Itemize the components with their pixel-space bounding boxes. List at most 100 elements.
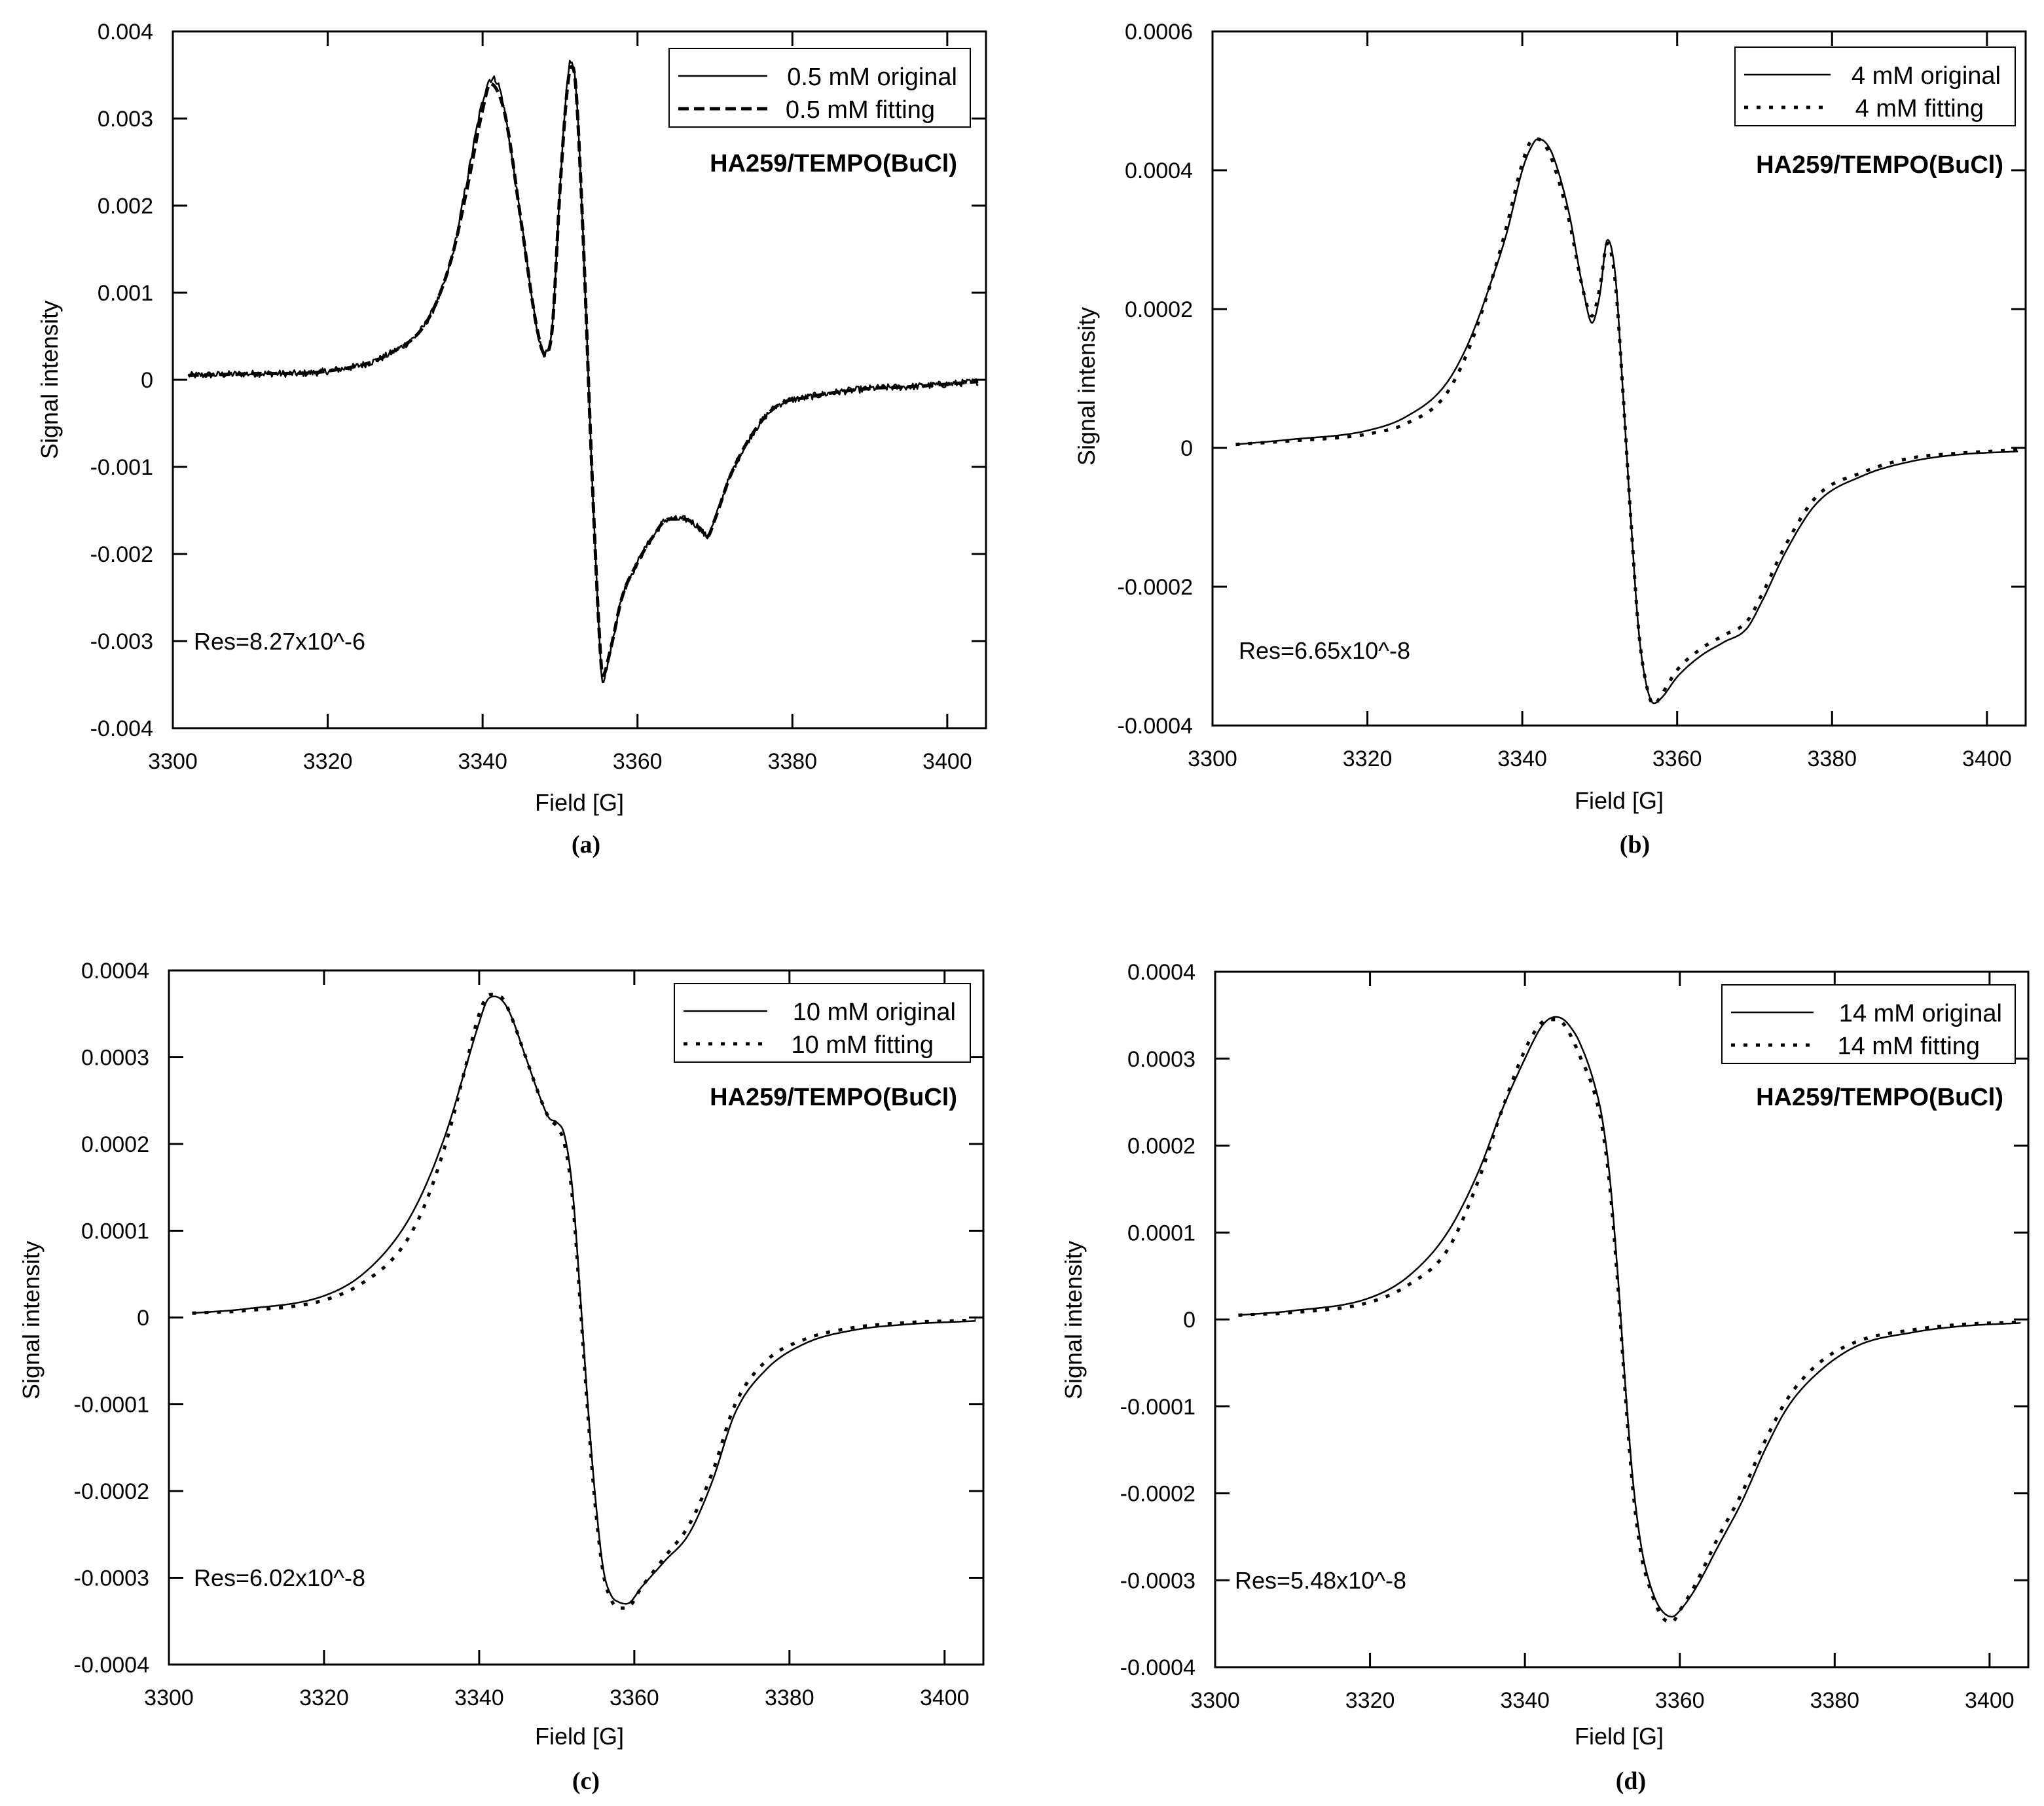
x-tick-label: 3300 <box>148 749 198 774</box>
legend-label-fitting: 4 mM fitting <box>1855 95 1984 122</box>
x-tick-label: 3360 <box>610 1686 659 1710</box>
plot-area: 3300 3320 3340 3360 3380 3400 0.004 0.003 0.002 0… <box>90 20 987 774</box>
x-tick-label: 3400 <box>1962 746 2012 771</box>
plot-area: 3300 3320 3340 3360 3380 3400 0.0006 0.0004 0.00… <box>1118 20 2027 771</box>
x-tick-label: 3320 <box>1343 746 1393 771</box>
y-tick-label: -0.004 <box>90 716 153 741</box>
x-tick-label: 3380 <box>1810 1688 1859 1713</box>
plot-area: 3300 3320 3340 3360 3380 3400 0.0004 0.0003 0.00… <box>1120 960 2030 1713</box>
y-tick-label: 0.003 <box>98 107 153 132</box>
x-tick-label: 3360 <box>1655 1688 1705 1713</box>
y-tick-label: -0.0004 <box>74 1653 149 1678</box>
series-line-solid <box>192 995 976 1605</box>
x-axis-label: Field [G] <box>535 1723 624 1750</box>
legend-label-original: 10 mM original <box>793 999 956 1026</box>
y-tick-label: 0.0002 <box>1125 297 1193 322</box>
y-axis-label: Signal intensity <box>36 301 63 459</box>
plot-area: 3300 3320 3340 3360 3380 3400 0.0004 0.0003 0.00… <box>74 959 985 1710</box>
y-tick-label: 0.0004 <box>1127 960 1195 985</box>
y-tick-label: 0 <box>1183 1308 1195 1333</box>
residual-label: Res=5.48x10^-8 <box>1235 1567 1406 1594</box>
panel-caption: (b) <box>1620 831 1650 858</box>
residual-label: Res=6.02x10^-8 <box>194 1564 365 1591</box>
sample-annotation: HA259/TEMPO(BuCl) <box>710 150 957 177</box>
y-axis-label: Signal intensity <box>18 1241 45 1399</box>
y-tick-label: -0.002 <box>90 542 153 567</box>
x-tick-label: 3400 <box>922 749 972 774</box>
legend-box <box>674 983 971 1063</box>
y-tick-label: -0.0003 <box>1120 1568 1195 1593</box>
panel-d: 3300 3320 3340 3360 3380 3400 0.0004 0.0003 0.00… <box>1060 960 2030 1795</box>
y-tick-label: -0.0002 <box>1120 1482 1195 1507</box>
x-tick-label: 3300 <box>144 1686 194 1710</box>
legend-label-fitting: 14 mM fitting <box>1837 1033 1980 1060</box>
x-tick-label: 3380 <box>767 749 817 774</box>
y-tick-label: 0.0002 <box>81 1132 149 1157</box>
y-tick-label: 0 <box>137 1306 149 1331</box>
x-tick-label: 3320 <box>303 749 353 774</box>
series-line-dashed <box>187 64 979 678</box>
y-tick-label: 0.004 <box>98 20 153 45</box>
x-tick-label: 3360 <box>1652 746 1702 771</box>
sample-annotation: HA259/TEMPO(BuCl) <box>710 1084 957 1111</box>
plot-frame <box>1211 30 2027 727</box>
x-tick-label: 3320 <box>299 1686 349 1710</box>
x-tick-label: 3340 <box>454 1686 504 1710</box>
legend-box <box>1734 46 2016 126</box>
y-tick-label: 0.0006 <box>1125 20 1193 45</box>
x-tick-label: 3360 <box>613 749 663 774</box>
y-axis-label: Signal intensity <box>1060 1241 1087 1399</box>
y-tick-label: -0.0002 <box>74 1479 149 1504</box>
y-tick-label: -0.0001 <box>1120 1395 1195 1420</box>
series-line-solid <box>1235 138 2018 705</box>
x-tick-label: 3380 <box>765 1686 814 1710</box>
sample-annotation: HA259/TEMPO(BuCl) <box>1756 1084 2003 1111</box>
x-axis-label: Field [G] <box>1575 787 1664 814</box>
y-tick-label: 0.001 <box>98 281 153 306</box>
y-tick-label: 0.0001 <box>81 1219 149 1244</box>
x-tick-label: 3340 <box>458 749 507 774</box>
y-tick-label: 0.0001 <box>1127 1221 1195 1245</box>
legend: 10 mM original 10 mM fitting <box>674 983 971 1063</box>
y-tick-label: 0.0003 <box>81 1046 149 1071</box>
panel-a: 3300 3320 3340 3360 3380 3400 0.004 0.003 0.002 0… <box>36 20 987 858</box>
legend-label-original: 4 mM original <box>1852 62 2001 90</box>
panel-caption: (c) <box>572 1767 600 1795</box>
legend: 0.5 mM original 0.5 mM fitting <box>668 48 971 128</box>
y-tick-label: 0.0004 <box>81 959 149 984</box>
series-line-dotted <box>191 993 976 1610</box>
y-tick-label: 0.002 <box>98 194 153 219</box>
legend: 4 mM original 4 mM fitting <box>1734 46 2016 126</box>
x-axis-label: Field [G] <box>535 789 624 816</box>
legend: 14 mM original 14 mM fitting <box>1721 984 2016 1064</box>
panel-b: 3300 3320 3340 3360 3380 3400 0.0006 0.0004 0.00… <box>1073 20 2027 858</box>
panel-caption: (a) <box>572 831 600 858</box>
x-tick-label: 3380 <box>1807 746 1857 771</box>
y-tick-label: 0.0003 <box>1127 1047 1195 1072</box>
y-axis-label: Signal intensity <box>1073 307 1100 466</box>
series-line-dotted <box>1237 1018 2021 1624</box>
x-tick-label: 3340 <box>1500 1688 1550 1713</box>
y-tick-label: -0.0003 <box>74 1566 149 1591</box>
residual-label: Res=6.65x10^-8 <box>1239 637 1410 664</box>
x-tick-label: 3400 <box>1965 1688 2015 1713</box>
x-tick-label: 3300 <box>1188 746 1237 771</box>
sample-annotation: HA259/TEMPO(BuCl) <box>1756 151 2003 179</box>
y-tick-label: 0 <box>141 368 153 393</box>
legend-box <box>668 48 971 128</box>
y-tick-label: -0.0004 <box>1120 1655 1195 1680</box>
legend-label-original: 14 mM original <box>1839 1000 2002 1027</box>
x-tick-label: 3400 <box>920 1686 970 1710</box>
panel-caption: (d) <box>1616 1767 1646 1795</box>
legend-box <box>1721 984 2016 1064</box>
residual-label: Res=8.27x10^-6 <box>194 628 365 655</box>
y-tick-label: -0.001 <box>90 455 153 480</box>
legend-label-fitting: 10 mM fitting <box>791 1031 934 1059</box>
x-tick-label: 3340 <box>1497 746 1547 771</box>
y-tick-label: 0.0004 <box>1125 158 1193 183</box>
x-axis-label: Field [G] <box>1575 1723 1664 1750</box>
y-tick-label: 0 <box>1180 436 1193 461</box>
y-tick-label: 0.0002 <box>1127 1134 1195 1159</box>
y-tick-label: -0.003 <box>90 629 153 654</box>
